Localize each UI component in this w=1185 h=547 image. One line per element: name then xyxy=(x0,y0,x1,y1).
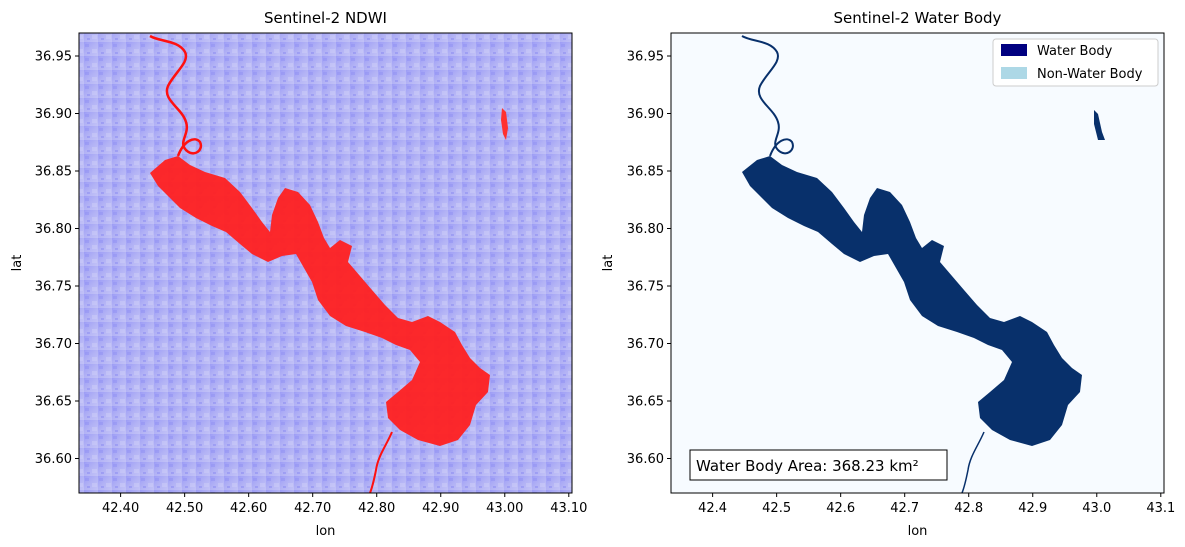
ndwi-reservoir xyxy=(150,156,490,446)
ndwi-xtick-label: 42.70 xyxy=(294,501,331,516)
ndwi-ytick-label: 36.85 xyxy=(35,165,72,180)
ndwi-y-axis: 36.95 36.90 36.85 36.80 36.75 36.70 36.65 36.60 xyxy=(35,50,79,467)
legend-swatch-water-body xyxy=(1001,44,1027,56)
waterbody-ytick-label: 36.80 xyxy=(627,222,664,237)
ndwi-image xyxy=(79,33,572,493)
waterbody-image xyxy=(671,33,1164,493)
ndwi-xtick-label: 43.00 xyxy=(486,501,523,516)
ndwi-xlabel: lon xyxy=(316,524,336,539)
legend-label-water-body: Water Body xyxy=(1037,44,1113,59)
waterbody-xtick-label: 42.8 xyxy=(954,501,983,516)
legend: Water Body Non-Water Body xyxy=(992,38,1159,87)
ndwi-river-south xyxy=(369,431,393,493)
waterbody-small-pond xyxy=(1094,110,1105,140)
ndwi-ytick-label: 36.75 xyxy=(35,280,72,295)
ndwi-ylabel: lat xyxy=(10,255,25,272)
waterbody-ytick-label: 36.60 xyxy=(627,452,664,467)
ndwi-panel: Sentinel-2 NDWI 42.40 42.50 42.60 42.70 42.8… xyxy=(10,9,587,539)
waterbody-river-south xyxy=(961,431,985,493)
waterbody-ytick-label: 36.95 xyxy=(627,50,664,65)
area-annotation-box xyxy=(689,449,948,481)
ndwi-ytick-label: 36.65 xyxy=(35,395,72,410)
ndwi-ytick-label: 36.90 xyxy=(35,107,72,122)
waterbody-title: Sentinel-2 Water Body xyxy=(834,9,1002,27)
ndwi-ytick-label: 36.70 xyxy=(35,337,72,352)
ndwi-xtick-label: 42.40 xyxy=(102,501,139,516)
waterbody-reservoir xyxy=(742,156,1082,446)
waterbody-axes-frame xyxy=(670,32,1165,494)
waterbody-ytick-label: 36.85 xyxy=(627,165,664,180)
ndwi-x-axis: 42.40 42.50 42.60 42.70 42.80 42.90 43.00 43.10 xyxy=(102,493,587,516)
waterbody-ytick-label: 36.75 xyxy=(627,280,664,295)
legend-label-non-water-body: Non-Water Body xyxy=(1037,67,1143,82)
ndwi-river-north xyxy=(149,34,203,157)
waterbody-xtick-label: 43.1 xyxy=(1146,501,1175,516)
waterbody-xtick-label: 42.5 xyxy=(762,501,791,516)
waterbody-xlabel: lon xyxy=(908,524,928,539)
ndwi-ytick-label: 36.80 xyxy=(35,222,72,237)
ndwi-ytick-label: 36.60 xyxy=(35,452,72,467)
ndwi-ytick-label: 36.95 xyxy=(35,50,72,65)
waterbody-ytick-label: 36.65 xyxy=(627,395,664,410)
waterbody-panel: Sentinel-2 Water Body 42.4 42.5 42.6 42.7 42… xyxy=(601,9,1175,539)
ndwi-title: Sentinel-2 NDWI xyxy=(264,9,387,27)
waterbody-xtick-label: 42.7 xyxy=(890,501,919,516)
ndwi-xtick-label: 42.60 xyxy=(230,501,267,516)
ndwi-small-pond xyxy=(501,108,508,140)
legend-swatch-non-water-body xyxy=(1001,67,1027,79)
area-annotation-text: Water Body Area: 368.23 km² xyxy=(696,457,919,475)
ndwi-xtick-label: 42.90 xyxy=(422,501,459,516)
ndwi-xtick-label: 43.10 xyxy=(550,501,587,516)
waterbody-xtick-label: 42.4 xyxy=(698,501,727,516)
area-annotation: Water Body Area: 368.23 km² xyxy=(689,449,948,481)
waterbody-ylabel: lat xyxy=(601,255,616,272)
ndwi-axes-frame xyxy=(78,32,573,494)
waterbody-xtick-label: 42.9 xyxy=(1018,501,1047,516)
waterbody-x-axis: 42.4 42.5 42.6 42.7 42.8 42.9 43.0 43.1 xyxy=(698,493,1175,516)
waterbody-y-axis: 36.95 36.90 36.85 36.80 36.75 36.70 36.65 36.60 xyxy=(627,50,671,467)
waterbody-river-north xyxy=(741,35,794,157)
ndwi-xtick-label: 42.50 xyxy=(166,501,203,516)
legend-box xyxy=(992,38,1159,87)
waterbody-ytick-label: 36.70 xyxy=(627,337,664,352)
ndwi-xtick-label: 42.80 xyxy=(358,501,395,516)
waterbody-xtick-label: 43.0 xyxy=(1082,501,1111,516)
waterbody-ytick-label: 36.90 xyxy=(627,107,664,122)
waterbody-xtick-label: 42.6 xyxy=(826,501,855,516)
